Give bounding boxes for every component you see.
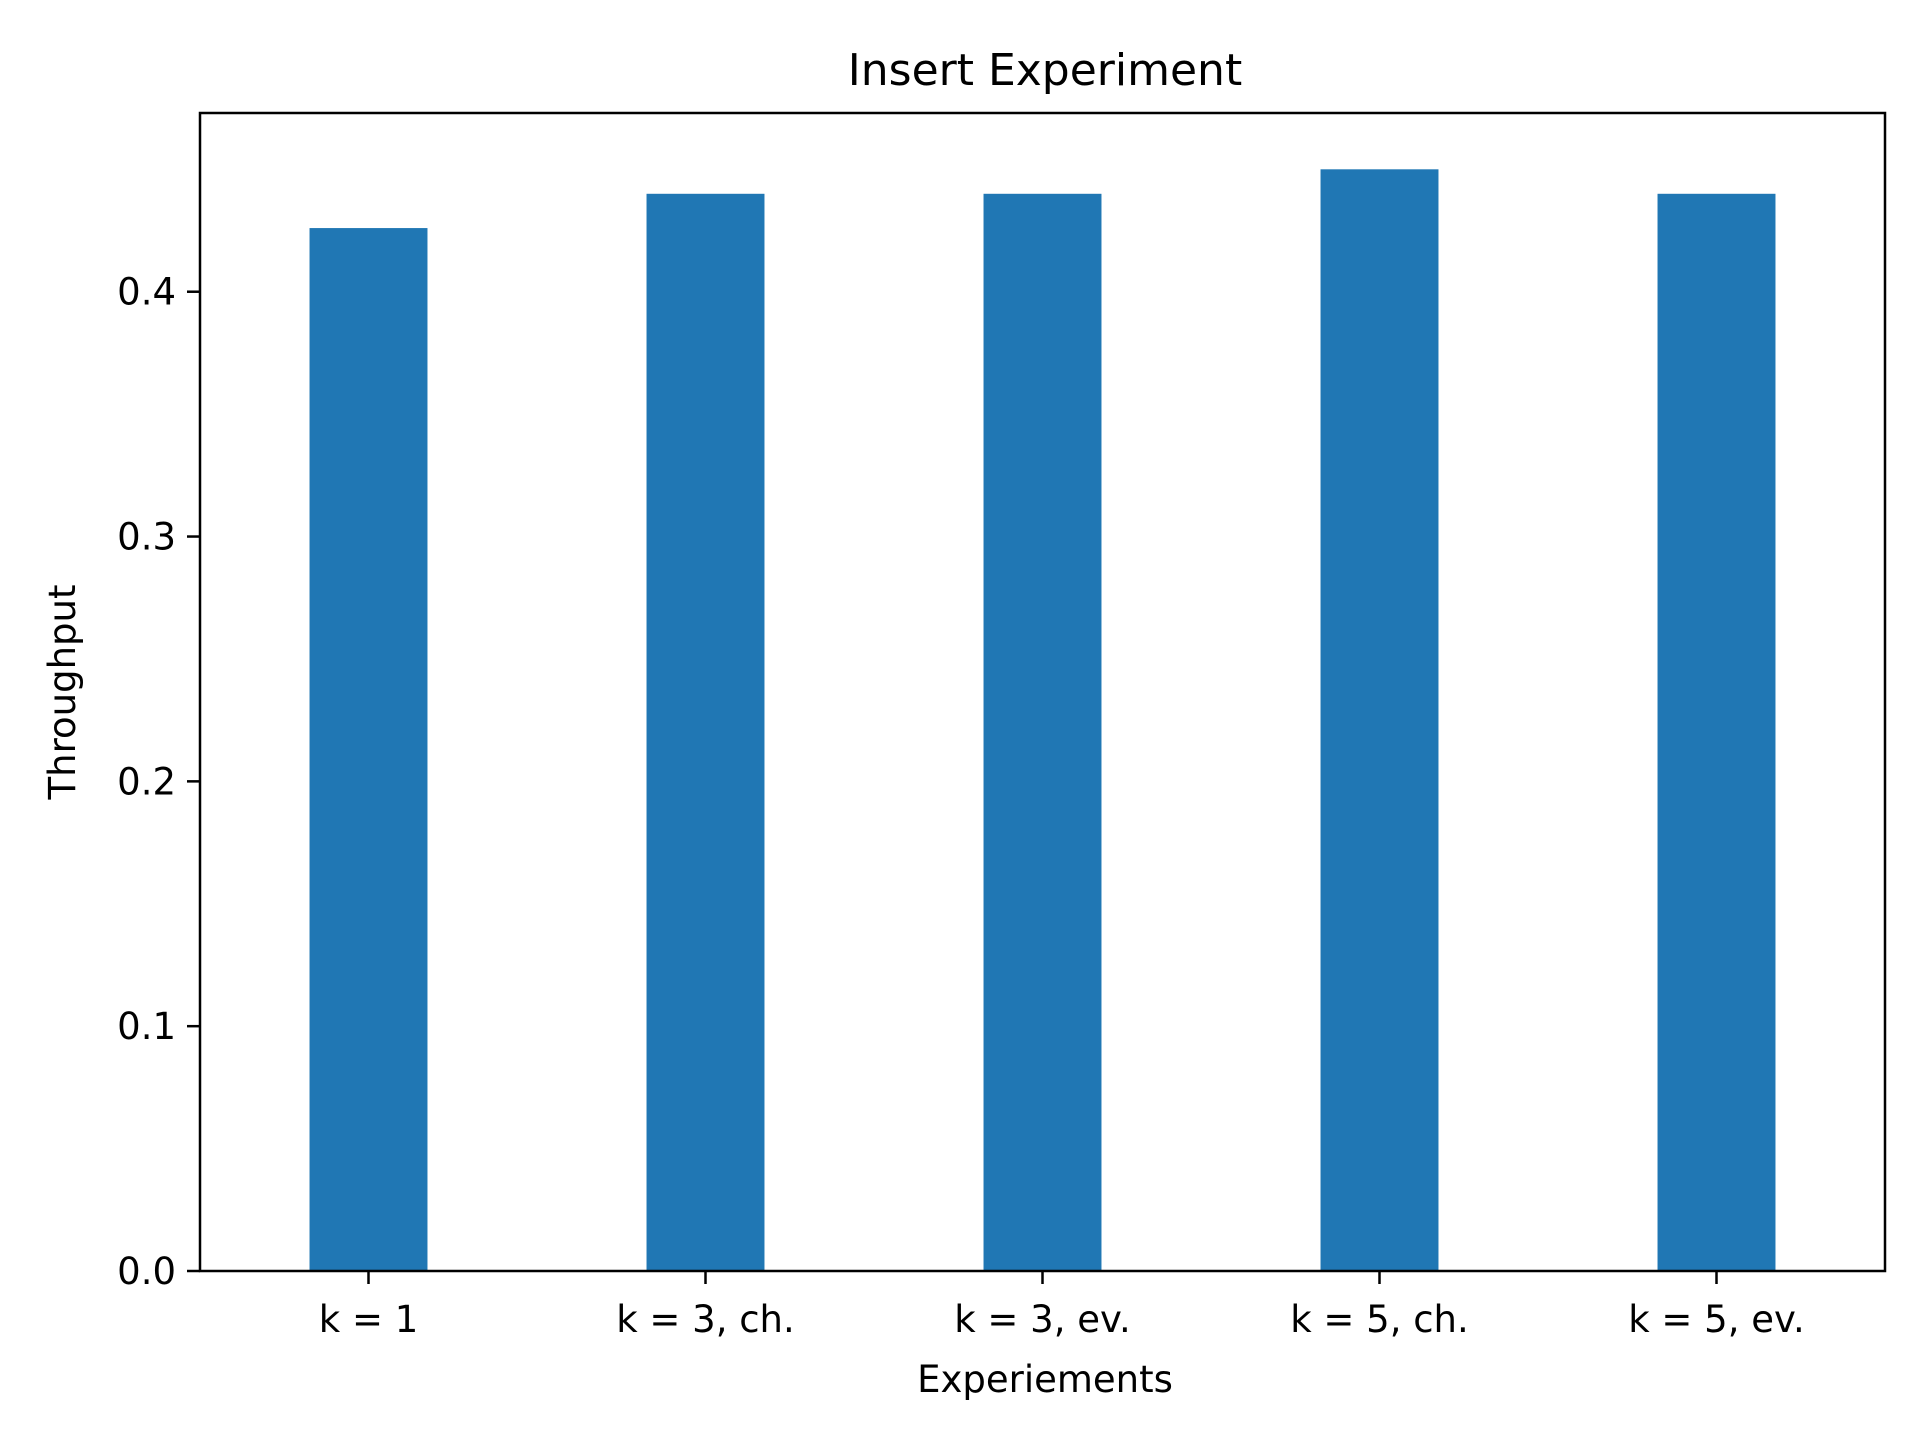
x-tick-label-2: k = 3, ev.	[954, 1298, 1131, 1341]
y-tick-label-3: 0.3	[117, 516, 176, 559]
x-tick-label-3: k = 5, ch.	[1290, 1298, 1469, 1341]
x-tick-label-4: k = 5, ev.	[1628, 1298, 1805, 1341]
plot-area-frame	[198, 111, 1887, 1273]
y-tick-label-1: 0.1	[117, 1005, 176, 1048]
y-tick-label-2: 0.2	[117, 760, 176, 803]
x-axis-ticks: k = 1 k = 3, ch. k = 3, ev. k = 5, ch. k = 5…	[319, 1271, 1805, 1341]
chart-title: Insert Experiment	[848, 45, 1242, 96]
y-tick-label-0: 0.0	[117, 1250, 176, 1293]
bar-4	[1657, 193, 1776, 1272]
bar-0	[309, 228, 428, 1271]
bar-3	[1320, 169, 1439, 1271]
y-axis-ticks: 0.0 0.1 0.2 0.3 0.4	[117, 271, 200, 1293]
y-tick-label-4: 0.4	[117, 271, 176, 314]
bar-2	[983, 193, 1102, 1272]
x-axis-label: Experiements	[917, 1358, 1173, 1401]
x-tick-label-1: k = 3, ch.	[616, 1298, 795, 1341]
bar-1	[646, 193, 765, 1272]
y-axis-label: Throughput	[41, 585, 84, 801]
bars-group	[309, 169, 1776, 1272]
x-tick-label-0: k = 1	[319, 1298, 419, 1341]
